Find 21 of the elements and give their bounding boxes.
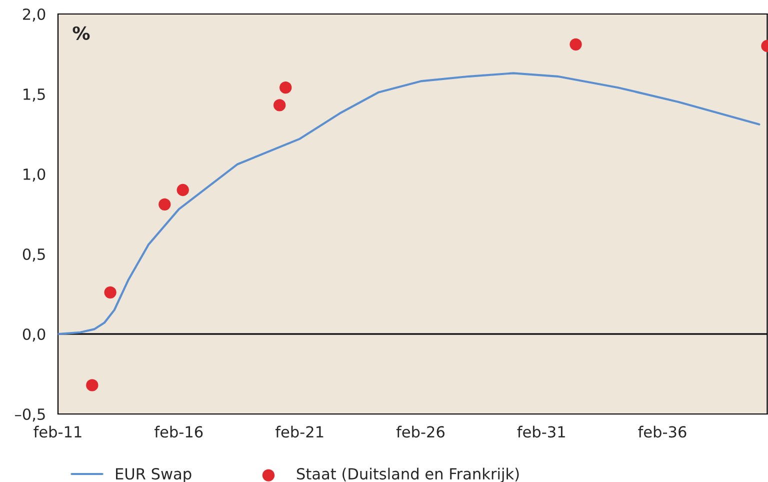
point — [280, 82, 292, 94]
point — [570, 38, 582, 50]
x-tick-label: feb-26 — [396, 426, 444, 438]
y-tick-label: 1,0 — [24, 168, 46, 182]
y-tick-label: 0,0 — [22, 328, 46, 342]
x-tick-label: feb-31 — [517, 426, 565, 438]
x-tick-label: feb-36 — [638, 426, 686, 438]
point — [86, 379, 98, 392]
y-tick-label: –0,5 — [15, 408, 45, 422]
y-axis-title: % — [72, 26, 90, 40]
x-tick-label: feb-16 — [154, 426, 203, 438]
point — [176, 184, 189, 196]
x-tick-label: feb-11 — [34, 426, 82, 438]
line-series — [58, 72, 760, 336]
x-tick-label: feb-21 — [275, 426, 324, 438]
y-tick-label: 2,0 — [23, 8, 46, 22]
point — [274, 99, 286, 112]
point — [104, 286, 116, 298]
point — [158, 198, 171, 210]
y-tick-label: 0,5 — [22, 248, 45, 262]
y-tick-label: 1,5 — [24, 88, 45, 102]
